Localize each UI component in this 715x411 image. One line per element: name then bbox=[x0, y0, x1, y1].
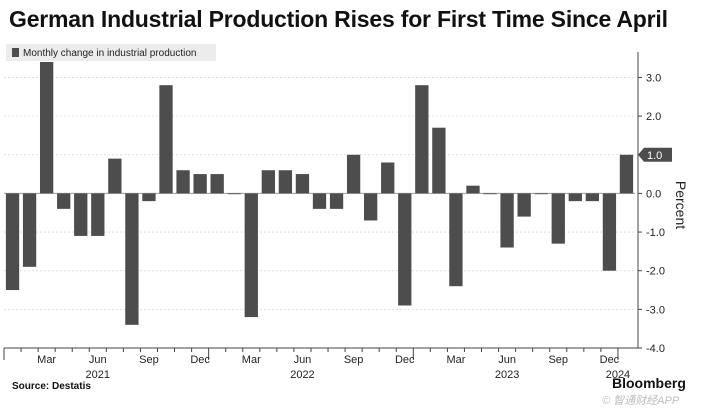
legend-label: Monthly change in industrial production bbox=[23, 48, 196, 59]
bar bbox=[91, 193, 105, 236]
x-year-label: 2022 bbox=[290, 369, 314, 381]
bar bbox=[585, 193, 600, 202]
bar bbox=[193, 174, 207, 194]
bar bbox=[22, 193, 37, 267]
x-tick-label: Sep bbox=[344, 354, 364, 366]
bar bbox=[619, 154, 634, 194]
bar bbox=[415, 85, 429, 194]
bar bbox=[483, 193, 497, 195]
bar bbox=[108, 158, 122, 194]
bar bbox=[551, 193, 565, 244]
chart-title: German Industrial Production Rises for F… bbox=[9, 6, 668, 32]
legend: Monthly change in industrial production bbox=[6, 44, 216, 61]
legend-swatch bbox=[12, 48, 19, 57]
bar bbox=[227, 193, 241, 195]
y-tick-label: -1.0 bbox=[646, 227, 665, 239]
chart-area: Monthly change in industrial production … bbox=[0, 38, 715, 383]
legend-box bbox=[6, 44, 216, 61]
bar bbox=[466, 185, 480, 194]
bar bbox=[346, 154, 361, 194]
y-tick-label: -2.0 bbox=[646, 266, 665, 278]
y-tick-label: -3.0 bbox=[646, 304, 665, 316]
x-tick-label: Mar bbox=[446, 354, 465, 366]
bar bbox=[57, 193, 71, 209]
bar bbox=[244, 193, 258, 318]
x-tick-label: Jun bbox=[89, 354, 107, 366]
y-tick-label: -4.0 bbox=[646, 343, 665, 355]
bar bbox=[568, 193, 582, 202]
y-tick-label: 0.0 bbox=[646, 188, 661, 200]
bar bbox=[159, 85, 173, 194]
bar bbox=[398, 193, 412, 306]
last-value-marker bbox=[638, 147, 672, 162]
x-year-label: 2024 bbox=[606, 369, 630, 381]
bar bbox=[142, 193, 156, 202]
bar bbox=[432, 127, 446, 194]
y-axis-label: Percent bbox=[673, 181, 689, 229]
bar bbox=[261, 170, 275, 194]
y-tick-label: 3.0 bbox=[646, 72, 661, 84]
x-tick-label: Dec bbox=[395, 354, 415, 366]
y-tick-label: 2.0 bbox=[646, 111, 661, 123]
bar bbox=[602, 193, 617, 271]
bar bbox=[5, 193, 20, 291]
bar bbox=[500, 193, 514, 248]
watermark: © 智通财经APP bbox=[602, 395, 680, 407]
bar bbox=[312, 193, 327, 209]
x-tick-label: Dec bbox=[190, 354, 210, 366]
x-tick-label: Jun bbox=[498, 354, 516, 366]
bar bbox=[295, 174, 310, 194]
bar bbox=[278, 170, 293, 194]
bar bbox=[210, 174, 224, 194]
source-note: Source: Destatis bbox=[12, 381, 91, 392]
bar bbox=[329, 193, 344, 209]
bar bbox=[125, 193, 139, 325]
bar bbox=[534, 193, 548, 195]
x-tick-label: Jun bbox=[294, 354, 312, 366]
bar bbox=[39, 62, 54, 194]
x-year-label: 2023 bbox=[495, 369, 519, 381]
x-year-label: 2021 bbox=[86, 369, 110, 381]
x-tick-label: Mar bbox=[242, 354, 261, 366]
bar bbox=[381, 162, 395, 194]
bar bbox=[176, 170, 190, 194]
x-tick-label: Sep bbox=[139, 354, 159, 366]
bar bbox=[517, 193, 531, 217]
last-value-label: 1.0 bbox=[647, 150, 662, 162]
x-tick-label: Mar bbox=[37, 354, 56, 366]
bar-chart: Monthly change in industrial production … bbox=[3, 44, 689, 381]
brand-logo: Bloomberg bbox=[612, 375, 686, 391]
bar bbox=[364, 193, 378, 221]
x-tick-label: Dec bbox=[600, 354, 620, 366]
x-tick-label: Sep bbox=[548, 354, 568, 366]
bar bbox=[449, 193, 463, 287]
bar bbox=[74, 193, 88, 236]
